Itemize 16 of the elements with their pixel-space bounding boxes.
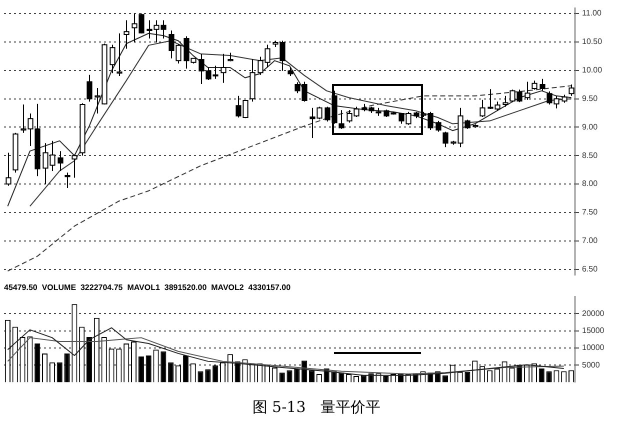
y-tick-label: 5000 — [582, 360, 600, 370]
y-tick-label: 15000 — [582, 326, 605, 336]
y-tick-label: 9.00 — [582, 122, 598, 132]
y-tick-label: 11.00 — [582, 8, 602, 18]
y-tick-label: 10000 — [582, 343, 605, 352]
chart-title: 45479.50 VOLUME 3222704.75 MAVOL1 3891520.00 MAVOL2 4330157.00 — [4, 283, 292, 292]
y-tick-label: 8.00 — [582, 179, 598, 188]
y-tick-label: 10.50 — [582, 37, 603, 46]
caption: 图 5-13 量平价平 — [251, 398, 382, 417]
y-tick-label: 7.00 — [582, 236, 598, 246]
y-tick-label: 10.00 — [582, 66, 603, 75]
y-tick-label: 6.50 — [582, 264, 598, 274]
y-tick-label: 7.50 — [582, 208, 598, 217]
y-tick-label: 9.50 — [582, 94, 598, 103]
y-tick-label: 20000 — [582, 308, 605, 318]
y-tick-label: 8.50 — [582, 150, 598, 160]
